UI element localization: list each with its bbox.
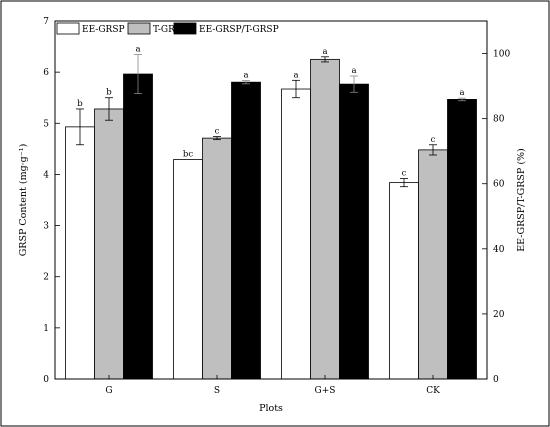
- sig-label-t-grsp-g: b: [106, 88, 112, 98]
- bar-t-grsp-g: [94, 108, 124, 380]
- significance-labels-layer: b b a bc c a a a a c c a: [77, 45, 464, 179]
- sig-label-ee-grsp-t-grsp-g: a: [135, 45, 140, 55]
- legend-label-ee-grsp: EE-GRSP: [82, 25, 125, 35]
- sig-label-ee-grsp-t-grsp-s: a: [243, 71, 248, 81]
- sig-label-ee-grsp-g-s: a: [293, 70, 298, 80]
- y-right-tick-label-20: 20: [493, 310, 505, 320]
- x-axis-title: Plots: [259, 403, 283, 414]
- error-bars-layer: [76, 54, 466, 188]
- y-left-tick-label-5: 5: [43, 119, 49, 129]
- y-right-tick-label-0: 0: [493, 375, 499, 385]
- legend-swatch-t-grsp: [127, 22, 151, 35]
- x-tick-label-g-s: G+S: [315, 386, 336, 396]
- sig-label-t-grsp-g-s: a: [322, 47, 327, 57]
- bar-ee-grsp-g: [65, 126, 95, 380]
- bar-ee-grsp-g-s: [281, 88, 311, 380]
- legend-label-t-grsp: T-GRSP: [153, 25, 187, 35]
- sig-label-ee-grsp-ck: c: [402, 169, 407, 179]
- bar-ee-grsp-t-grsp-g: [123, 73, 153, 380]
- legend-label-ratio: EE-GRSP/T-GRSP: [199, 25, 279, 35]
- bar-ee-grsp-s: [173, 159, 203, 380]
- bars-layer: [65, 58, 477, 380]
- y-left-tick-label-7: 7: [43, 17, 49, 27]
- y-right-tick-label-60: 60: [493, 180, 505, 190]
- y-right-tick-label-80: 80: [493, 115, 505, 125]
- y-left-tick-label-2: 2: [43, 273, 49, 283]
- legend-swatch-ee-grsp: [56, 22, 80, 35]
- sig-label-ee-grsp-t-grsp-ck: a: [459, 88, 464, 98]
- sig-label-ee-grsp-g: b: [77, 99, 83, 109]
- x-tick-label-ck: CK: [426, 386, 440, 396]
- legend: EE-GRSP T-GRSP EE-GRSP/T-GRSP: [56, 22, 279, 35]
- y-axis-right-title: EE-GRSP/T-GRSP (%): [516, 148, 527, 252]
- sig-label-t-grsp-ck: c: [431, 135, 436, 145]
- bar-t-grsp-s: [202, 137, 232, 380]
- bar-t-grsp-ck: [418, 149, 448, 380]
- sig-label-t-grsp-s: c: [215, 127, 220, 137]
- bar-ee-grsp-t-grsp-g-s: [339, 83, 369, 380]
- y-left-tick-label-0: 0: [43, 375, 49, 385]
- bar-t-grsp-g-s: [310, 58, 340, 380]
- y-left-tick-label-6: 6: [43, 68, 49, 78]
- bar-ee-grsp-t-grsp-ck: [447, 99, 477, 380]
- y-left-tick-label-1: 1: [43, 324, 49, 334]
- bar-ee-grsp-ck: [389, 182, 419, 380]
- plot-area: [54, 20, 488, 380]
- y-left-tick-label-3: 3: [43, 222, 49, 232]
- legend-swatch-ratio: [173, 22, 197, 35]
- bar-ee-grsp-t-grsp-s: [231, 81, 261, 380]
- x-tick-label-g: G: [105, 386, 112, 396]
- y-axis-left-title: GRSP Content (mg·g⁻¹): [18, 144, 29, 257]
- sig-label-ee-grsp-t-grsp-g-s: a: [351, 66, 356, 76]
- y-right-tick-label-40: 40: [493, 245, 505, 255]
- x-tick-label-s: S: [214, 386, 220, 396]
- y-right-tick-label-100: 100: [493, 50, 510, 60]
- sig-label-ee-grsp-s: bc: [183, 150, 193, 160]
- y-left-tick-label-4: 4: [43, 170, 49, 180]
- axes-layer: G S G+S CK 0 1 2 3 4 5 6 7 0 20 40 60 80 100: [43, 17, 510, 396]
